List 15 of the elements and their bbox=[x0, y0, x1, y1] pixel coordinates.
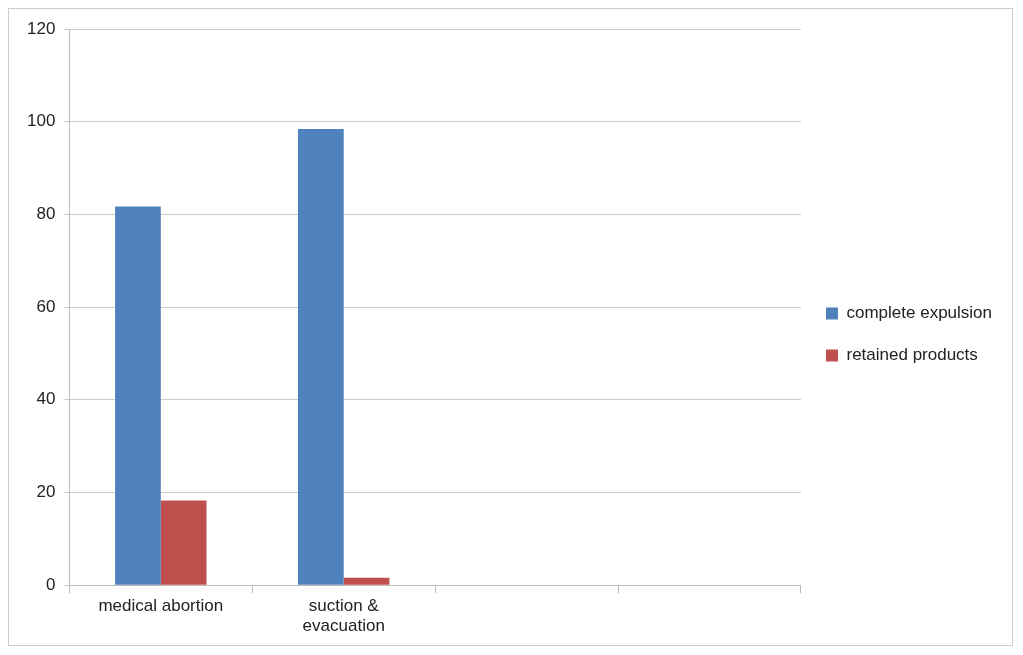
y-tick-label: 40 bbox=[36, 389, 56, 409]
y-tick-label: 80 bbox=[36, 204, 56, 224]
bar bbox=[343, 577, 390, 585]
y-tick-label: 20 bbox=[36, 482, 56, 502]
y-tick-label: 120 bbox=[26, 18, 56, 38]
y-tick-label: 100 bbox=[26, 111, 56, 131]
x-tick-label: medical abortion bbox=[98, 596, 224, 616]
y-tick-label: 60 bbox=[36, 296, 56, 316]
bar bbox=[115, 206, 161, 585]
legend-label: retained products bbox=[846, 345, 978, 365]
x-tick-label: suction & evacuation bbox=[302, 596, 385, 636]
bar bbox=[297, 129, 344, 585]
y-tick-label: 0 bbox=[45, 574, 56, 594]
bar bbox=[160, 500, 207, 585]
legend-label: complete expulsion bbox=[846, 303, 992, 323]
